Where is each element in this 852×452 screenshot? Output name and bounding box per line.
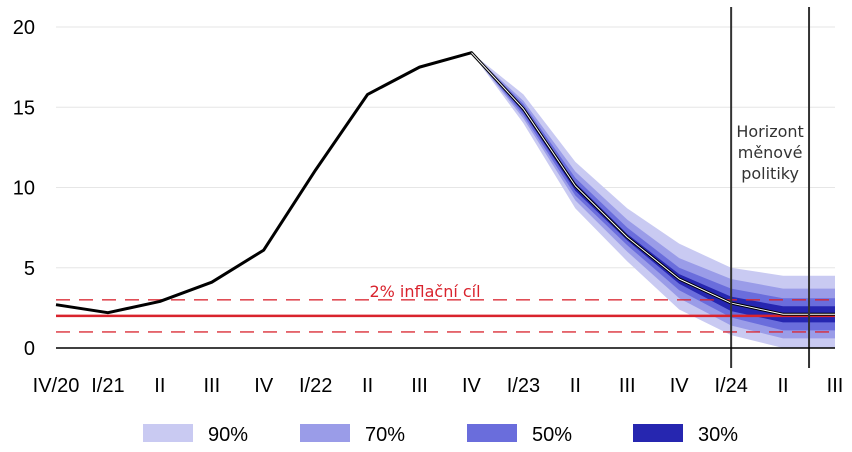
y-tick-label-15: 15 [13, 97, 35, 119]
fan-band-70pct [471, 52, 835, 339]
inflation-target: 2% inflační cíl [56, 282, 835, 333]
y-tick-label-0: 0 [24, 338, 35, 360]
horizon-label-line-1: Horizont [736, 122, 803, 141]
horizon-label-line-2: měnové [738, 143, 803, 162]
legend-swatch-30pct [633, 424, 683, 442]
y-tick-label-20: 20 [13, 17, 35, 39]
target-label: 2% inflační cíl [369, 282, 480, 301]
x-tick-label: II [778, 375, 789, 397]
gridlines [56, 26, 835, 269]
legend-label-90pct: 90% [208, 424, 248, 446]
x-tick-label: IV [462, 375, 482, 397]
projection-centre-line [471, 52, 835, 315]
legend-swatch-50pct [467, 424, 517, 442]
fan-band-90pct [471, 52, 835, 349]
x-tick-label: IV [670, 375, 690, 397]
policy-horizon: Horizont měnové politiky [730, 7, 811, 368]
x-tick-label: II [570, 375, 581, 397]
legend-label-50pct: 50% [532, 424, 572, 446]
x-tick-label: II [154, 375, 165, 397]
x-tick-label: IV [254, 375, 274, 397]
fan-bands [471, 52, 835, 349]
legend-label-30pct: 30% [698, 424, 738, 446]
x-tick-label: I/21 [91, 375, 124, 397]
x-tick-label: III [203, 375, 220, 397]
x-tick-label: III [619, 375, 636, 397]
x-tick-label: IV/20 [33, 375, 80, 397]
x-tick-label: I/23 [507, 375, 540, 397]
x-tick-label: III [827, 375, 844, 397]
legend: 90% 70% 50% 30% [143, 424, 738, 446]
x-tick-label: I/22 [299, 375, 332, 397]
legend-label-70pct: 70% [365, 424, 405, 446]
horizon-label-line-3: politiky [741, 164, 799, 183]
fan-band-50pct [471, 52, 835, 331]
y-tick-label-10: 10 [13, 178, 35, 200]
x-tick-label: III [411, 375, 428, 397]
legend-swatch-70pct [300, 424, 350, 442]
inflation-line [55, 51, 835, 316]
legend-swatch-90pct [143, 424, 193, 442]
x-tick-label: I/24 [714, 375, 747, 397]
x-tick-label: II [362, 375, 373, 397]
y-tick-label-5: 5 [24, 258, 35, 280]
